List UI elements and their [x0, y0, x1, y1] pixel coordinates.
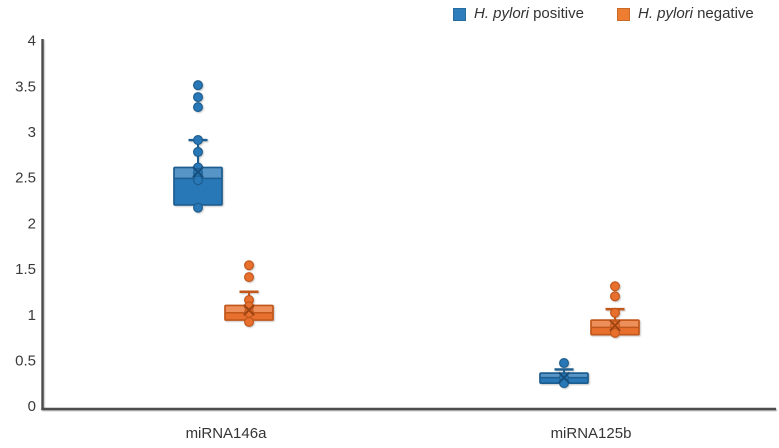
box-group-h-pylori-negative-mirna125b — [590, 281, 640, 338]
data-point — [609, 327, 620, 338]
y-tick-label: 3 — [28, 124, 36, 141]
data-point — [193, 146, 204, 157]
x-axis-label-mirna146a: miRNA146a — [185, 425, 267, 442]
box-group-h-pylori-positive-mirna146a — [173, 80, 223, 213]
mean-marker-icon — [558, 372, 570, 384]
box-group-h-pylori-positive-mirna125b — [539, 358, 589, 389]
y-tick-label: 1 — [28, 307, 36, 324]
data-point — [558, 358, 569, 369]
data-point — [244, 260, 255, 271]
y-tick-label: 2.5 — [15, 170, 36, 187]
y-tick-label: 3.5 — [15, 78, 36, 95]
y-tick-label: 2 — [28, 215, 36, 232]
mean-marker-icon — [609, 319, 621, 332]
x-axis-label-mirna125b: miRNA125b — [550, 425, 632, 442]
data-point — [193, 202, 204, 213]
y-tick-label: 4 — [28, 33, 36, 50]
mean-marker-icon — [243, 304, 255, 316]
data-point — [609, 291, 620, 302]
y-tick-label: 0 — [28, 398, 36, 415]
legend-item-hpylori-positive: H. pylori positive — [453, 5, 584, 23]
data-point — [609, 307, 620, 318]
legend-label-positive: H. pylori positive — [474, 5, 584, 22]
y-tick-label: 0.5 — [15, 353, 36, 370]
data-point — [244, 272, 255, 283]
y-tick-label: 1.5 — [15, 261, 36, 278]
data-point — [193, 135, 204, 146]
data-point — [244, 316, 255, 327]
legend-label-negative: H. pylori negative — [638, 5, 754, 22]
data-point — [609, 281, 620, 292]
legend-swatch-positive-icon — [453, 7, 466, 21]
data-point — [193, 175, 204, 186]
data-point — [193, 80, 204, 91]
axes — [41, 39, 776, 411]
mean-marker-icon — [192, 166, 204, 178]
data-point — [193, 102, 204, 113]
legend-swatch-negative-icon — [617, 7, 630, 21]
legend-item-hpylori-negative: H. pylori negative — [617, 5, 754, 23]
box-group-h-pylori-negative-mirna146a — [224, 260, 274, 327]
data-point — [193, 92, 204, 103]
